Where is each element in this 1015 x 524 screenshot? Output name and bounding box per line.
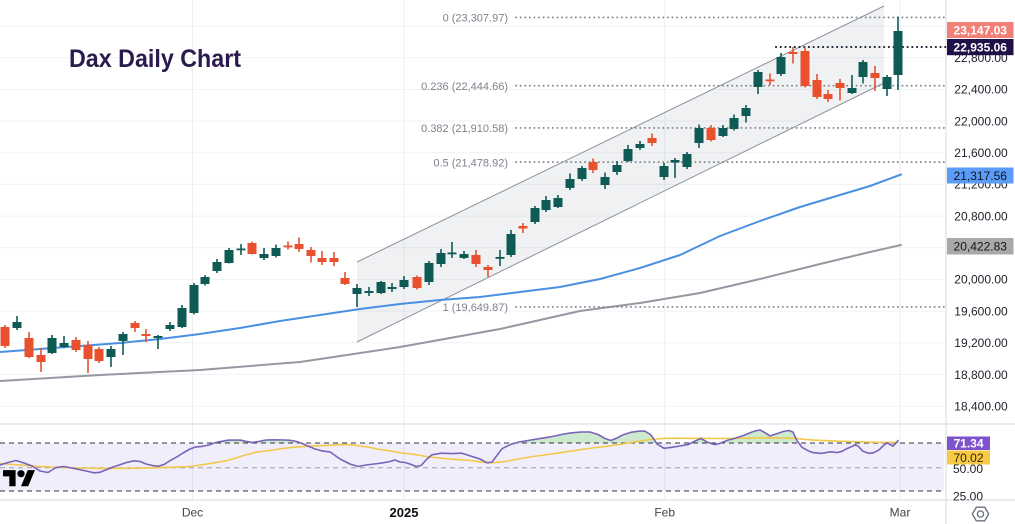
svg-text:Feb: Feb (654, 506, 675, 520)
svg-text:21,600.00: 21,600.00 (954, 146, 1008, 160)
svg-text:71.34: 71.34 (953, 437, 983, 451)
svg-text:19,200.00: 19,200.00 (954, 336, 1008, 350)
svg-text:21,317.56: 21,317.56 (954, 169, 1008, 183)
svg-text:70.02: 70.02 (953, 451, 983, 465)
svg-text:0 (23,307.97): 0 (23,307.97) (443, 13, 508, 25)
svg-text:20,800.00: 20,800.00 (954, 209, 1008, 223)
svg-text:20,422.83: 20,422.83 (954, 240, 1008, 254)
svg-text:22,000.00: 22,000.00 (954, 114, 1008, 128)
svg-text:0.5 (21,478.92): 0.5 (21,478.92) (433, 157, 508, 169)
svg-text:22,400.00: 22,400.00 (954, 83, 1008, 97)
svg-text:23,147.03: 23,147.03 (954, 23, 1008, 37)
svg-text:Mar: Mar (890, 506, 911, 520)
svg-text:1 (19,649.87): 1 (19,649.87) (443, 302, 508, 314)
svg-text:2025: 2025 (390, 505, 419, 520)
svg-text:22,935.06: 22,935.06 (954, 40, 1008, 54)
svg-text:20,000.00: 20,000.00 (954, 273, 1008, 287)
svg-text:Dax Daily Chart: Dax Daily Chart (69, 45, 242, 73)
svg-text:19,600.00: 19,600.00 (954, 304, 1008, 318)
svg-text:18,800.00: 18,800.00 (954, 368, 1008, 382)
svg-text:Dec: Dec (182, 506, 203, 520)
svg-text:50.00: 50.00 (953, 462, 983, 476)
svg-text:0.236 (22,444.66): 0.236 (22,444.66) (421, 81, 508, 93)
svg-text:25.00: 25.00 (953, 489, 983, 503)
svg-text:0.382 (21,910.58): 0.382 (21,910.58) (421, 123, 508, 135)
svg-text:18,400.00: 18,400.00 (954, 400, 1008, 414)
